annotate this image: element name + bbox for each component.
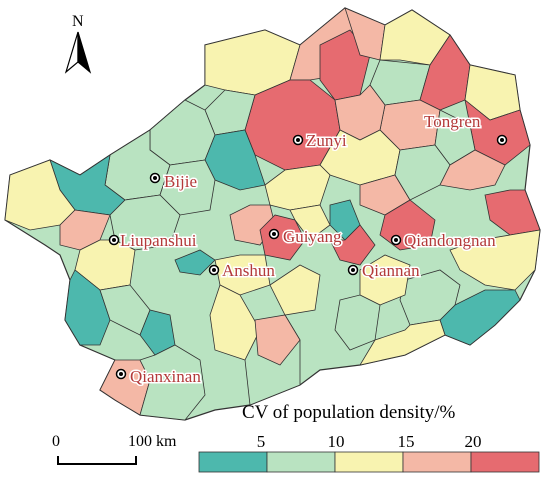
county-region — [359, 319, 446, 366]
city-dot-center — [296, 138, 300, 142]
scale-end-label: 100 km — [128, 433, 177, 450]
county-region — [4, 159, 76, 231]
city-dot-center — [272, 232, 276, 236]
legend-swatch — [402, 451, 472, 473]
legend-ticks: 5 10 15 20 — [257, 432, 482, 451]
city-tongren: Tongren — [423, 111, 508, 146]
scale-start-label: 0 — [52, 433, 60, 450]
legend-title: CV of population density/% — [242, 402, 456, 423]
city-label-anshun: Anshun — [222, 261, 275, 280]
legend-swatch — [266, 451, 336, 473]
city-dot-center — [153, 176, 157, 180]
legend-tick: 15 — [398, 432, 415, 451]
city-qiannan: Qiannan — [347, 260, 422, 282]
city-markers: Zunyi Tongren Bijie Liupanshui Guiyang Q… — [108, 111, 508, 388]
county-regions — [4, 7, 541, 421]
county-region — [439, 149, 506, 191]
legend-swatch — [470, 451, 540, 473]
city-label-guiyang: Guiyang — [283, 227, 342, 246]
legend-tick: 5 — [257, 432, 266, 451]
legend-swatch — [334, 451, 404, 473]
city-zunyi: Zunyi — [292, 130, 348, 152]
city-label-qiannan: Qiannan — [362, 261, 420, 280]
county-region — [64, 269, 111, 346]
city-label-zunyi: Zunyi — [306, 131, 347, 150]
city-qiandongnan: Qiandongnan — [390, 230, 498, 252]
county-region — [329, 224, 376, 266]
city-dot-center — [500, 138, 504, 142]
north-arrow-left-half — [64, 31, 79, 74]
county-region — [139, 309, 176, 356]
county-region — [399, 269, 461, 326]
city-dot-center — [119, 372, 123, 376]
city-dot-center — [112, 238, 116, 242]
county-region — [174, 249, 216, 276]
city-dot-center — [394, 238, 398, 242]
city-qianxinan: Qianxinan — [115, 366, 203, 388]
north-arrow-right-half — [77, 31, 92, 74]
county-region — [289, 204, 331, 241]
city-dot-center — [212, 268, 216, 272]
scale-bar-line — [57, 456, 137, 465]
city-label-qiandongnan: Qiandongnan — [404, 231, 496, 250]
legend-tick: 10 — [328, 432, 345, 451]
county-region — [139, 344, 206, 421]
city-label-tongren: Tongren — [424, 112, 481, 131]
city-bijie: Bijie — [149, 171, 199, 193]
north-arrow: N — [64, 13, 92, 74]
city-label-qianxinan: Qianxinan — [130, 367, 201, 386]
county-region — [149, 99, 216, 166]
city-liupanshui: Liupanshui — [108, 230, 198, 252]
legend-color-bar — [198, 451, 540, 473]
city-label-bijie: Bijie — [164, 172, 197, 191]
county-region — [264, 164, 331, 211]
legend: CV of population density/% 5 10 15 20 — [198, 402, 540, 473]
city-guiyang: Guiyang — [268, 226, 344, 248]
county-region — [254, 314, 301, 366]
county-region — [204, 129, 266, 191]
scale-bar: 0 100 km — [52, 433, 177, 465]
city-dot-center — [351, 268, 355, 272]
legend-tick: 20 — [465, 432, 482, 451]
county-region — [269, 264, 321, 316]
city-anshun: Anshun — [208, 260, 277, 282]
north-label: N — [72, 13, 84, 30]
county-region — [449, 229, 541, 291]
legend-swatch — [198, 451, 268, 473]
city-label-liupanshui: Liupanshui — [120, 231, 197, 250]
